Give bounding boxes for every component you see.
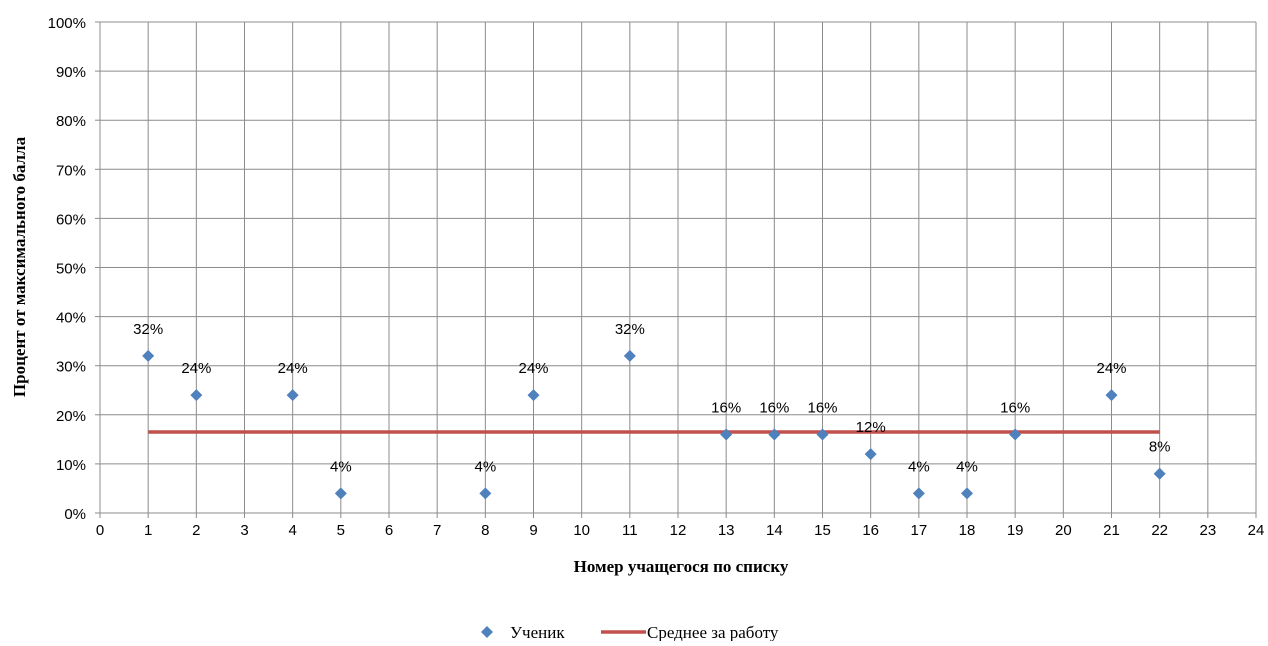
data-point-diamond — [142, 349, 155, 362]
legend-label-average: Среднее за работу — [647, 623, 779, 641]
y-tick-labels: 0% 10% 20% 30% 40% 50% 60% 70% 80% 90% 100% — [48, 15, 86, 523]
data-point-diamond — [720, 428, 733, 441]
x-tick-label: 24 — [1248, 522, 1265, 539]
y-tick-label: 0% — [64, 506, 86, 523]
y-tick-label: 100% — [48, 15, 86, 32]
x-tick-label: 7 — [433, 522, 441, 539]
y-tick-label: 60% — [56, 211, 86, 228]
data-label: 16% — [807, 399, 837, 416]
x-tick-label: 4 — [288, 522, 296, 539]
data-point-diamond — [623, 349, 636, 362]
data-point-diamond — [286, 389, 299, 402]
data-label: 16% — [1000, 399, 1030, 416]
x-axis-title: Номер учащегося по списку — [574, 557, 789, 576]
x-tick-label: 11 — [622, 522, 638, 539]
data-label: 4% — [908, 458, 930, 475]
y-tick-label: 30% — [56, 359, 86, 376]
legend-item-average: Среднее за работу — [601, 623, 779, 642]
grid — [100, 21, 1257, 513]
x-tick-label: 1 — [144, 522, 152, 539]
data-label: 8% — [1149, 439, 1171, 456]
x-tick-label: 12 — [670, 522, 687, 539]
y-tick-label: 10% — [56, 457, 86, 474]
data-point-diamond — [961, 487, 973, 500]
data-label: 12% — [856, 419, 886, 436]
y-tick-label: 70% — [56, 162, 86, 179]
axes — [95, 21, 1257, 518]
x-tick-label: 23 — [1199, 522, 1216, 539]
data-point-diamond — [768, 428, 781, 441]
series — [142, 349, 1166, 500]
y-tick-label: 40% — [56, 310, 86, 327]
data-point-diamond — [334, 487, 347, 500]
y-tick-label: 90% — [56, 64, 86, 81]
x-tick-label: 19 — [1007, 522, 1024, 539]
y-tick-label: 80% — [56, 113, 86, 130]
x-tick-label: 21 — [1103, 522, 1120, 539]
data-point-diamond — [527, 389, 540, 402]
data-point-diamond — [479, 487, 492, 500]
data-label: 24% — [518, 360, 548, 377]
x-tick-label: 10 — [573, 522, 590, 539]
x-tick-label: 18 — [959, 522, 976, 539]
data-label: 24% — [181, 360, 211, 377]
data-label: 4% — [330, 458, 352, 475]
y-tick-label: 50% — [56, 261, 86, 278]
x-tick-labels: 0 1 2 3 4 5 6 7 8 9 10 11 12 13 14 15 16 17 18 19 20 21 22 23 24 — [96, 522, 1265, 539]
x-tick-label: 9 — [529, 522, 537, 539]
data-label: 24% — [1096, 360, 1126, 377]
data-point-diamond — [864, 448, 877, 461]
x-tick-label: 16 — [862, 522, 879, 539]
x-tick-label: 20 — [1055, 522, 1072, 539]
data-labels: 32% 24% 24% 4% 4% 24% 32% 16% 16% 16% 12% 4% 4% 16% 24… — [133, 321, 1170, 475]
x-tick-label: 17 — [910, 522, 927, 539]
data-point-diamond — [912, 487, 925, 500]
legend: Ученик Среднее за работу — [481, 623, 779, 642]
legend-label-student: Ученик — [510, 623, 565, 641]
data-point-diamond — [190, 389, 203, 402]
x-tick-label: 2 — [192, 522, 200, 539]
data-label: 4% — [474, 458, 496, 475]
x-tick-label: 22 — [1151, 522, 1168, 539]
data-label: 4% — [956, 458, 978, 475]
x-tick-label: 5 — [337, 522, 345, 539]
data-label: 16% — [711, 399, 741, 416]
data-point-diamond — [1153, 467, 1166, 480]
data-point-diamond — [1105, 389, 1118, 402]
x-tick-label: 0 — [96, 522, 104, 539]
data-label: 32% — [615, 321, 645, 338]
data-label: 24% — [278, 360, 308, 377]
y-axis-title: Процент от максимального балла — [10, 136, 29, 397]
data-point-diamond — [816, 428, 829, 441]
x-tick-label: 15 — [814, 522, 831, 539]
data-label: 16% — [759, 399, 789, 416]
y-tick-label: 20% — [56, 408, 86, 425]
data-label: 32% — [133, 321, 163, 338]
x-tick-label: 8 — [481, 522, 489, 539]
x-tick-label: 6 — [385, 522, 393, 539]
data-point-diamond — [1009, 428, 1022, 441]
x-tick-label: 13 — [718, 522, 735, 539]
legend-item-student: Ученик — [481, 623, 565, 642]
x-tick-label: 14 — [766, 522, 783, 539]
x-tick-label: 3 — [240, 522, 248, 539]
legend-marker-diamond-icon — [481, 626, 493, 638]
